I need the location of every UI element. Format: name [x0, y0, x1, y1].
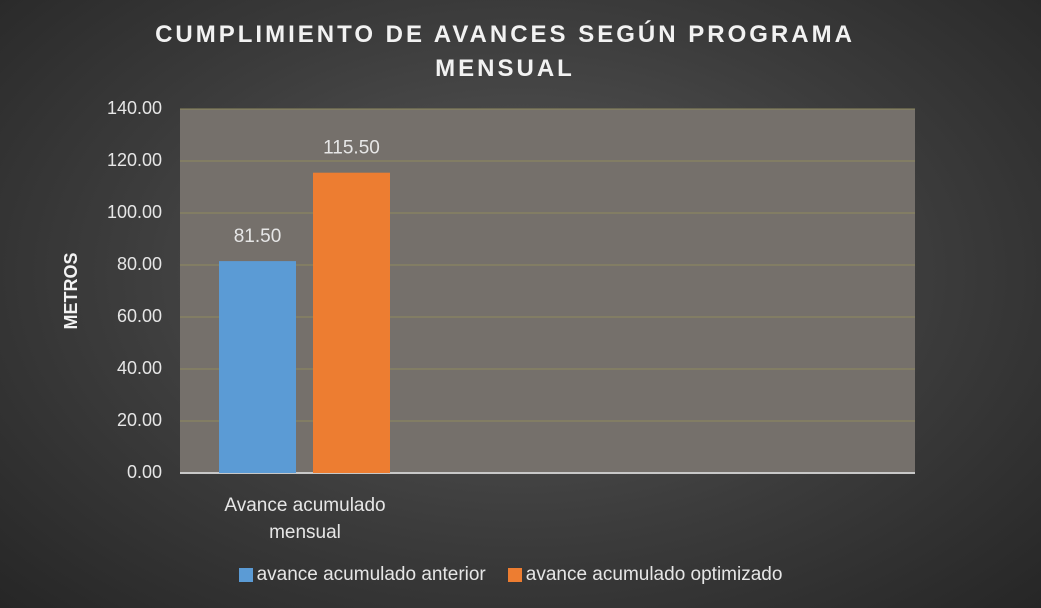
y-tick-label: 120.00 [107, 150, 162, 170]
y-tick-label: 0.00 [127, 462, 162, 482]
plot-area [180, 109, 915, 473]
value-label: 81.50 [234, 226, 282, 247]
legend-label: avance acumulado anterior [256, 564, 486, 585]
bar [219, 261, 296, 473]
y-tick-label: 140.00 [107, 98, 162, 118]
legend-item: avance acumulado anterior [238, 564, 486, 586]
bar [313, 172, 390, 473]
y-tick-label: 100.00 [107, 202, 162, 222]
legend-label: avance acumulado optimizado [525, 564, 783, 585]
y-tick-label: 60.00 [117, 306, 162, 326]
y-tick-label: 40.00 [117, 358, 162, 378]
chart-title: CUMPLIMIENTO DE AVANCES SEGÚN PROGRAMA M… [155, 21, 855, 82]
y-tick-label: 20.00 [117, 410, 162, 430]
value-label: 115.50 [323, 138, 380, 159]
legend: avance acumulado anterior avance acumulad… [0, 564, 1041, 586]
legend-item: avance acumulado optimizado [507, 564, 783, 586]
y-tick-label: 80.00 [117, 254, 162, 274]
y-axis-title: METROS [61, 252, 81, 329]
legend-swatch [238, 568, 253, 582]
x-tick-label: Avance acumulado mensual [224, 495, 386, 543]
legend-swatch [507, 568, 522, 582]
